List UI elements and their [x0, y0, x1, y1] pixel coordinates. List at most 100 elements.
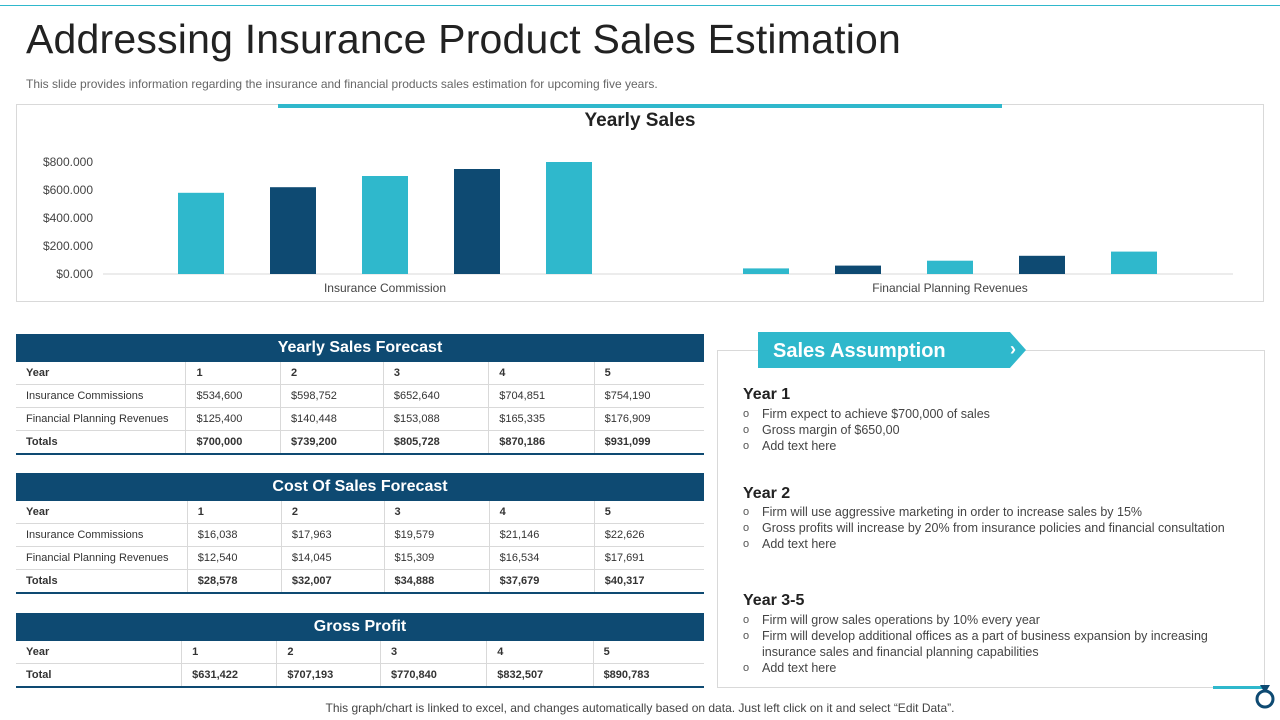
table-cell: 5	[593, 641, 704, 664]
year-heading: Year 3-5	[743, 592, 805, 609]
bar-financial-planning-revenues-1	[743, 268, 789, 274]
sales-assumption-tag	[758, 332, 1026, 368]
year-heading: Year 1	[743, 386, 791, 403]
table-cell: $534,600	[185, 384, 281, 408]
row-label: Totals	[16, 569, 188, 594]
table-cell: $832,507	[486, 663, 594, 688]
table-cell: $19,579	[384, 523, 490, 547]
x-tick-label: Financial Planning Revenues	[872, 281, 1027, 295]
row-label: Insurance Commissions	[16, 523, 188, 547]
logo-line	[1213, 686, 1265, 689]
bar-insurance-commission-5	[546, 162, 592, 274]
gross-profit-table: Gross Profit Year 1 2 3 4 5 Total $631,422 $707,…	[16, 613, 704, 688]
page-subtitle: This slide provides information regardin…	[26, 77, 658, 91]
table-cell: $22,626	[594, 523, 704, 547]
table-cell: $14,045	[281, 546, 385, 570]
table-cell: $707,193	[276, 663, 382, 688]
y-tick-label: $400.000	[43, 211, 93, 225]
table-cell: 3	[384, 501, 490, 524]
table-cell: 2	[276, 641, 382, 664]
row-label: Financial Planning Revenues	[16, 407, 187, 431]
table-title: Cost Of Sales Forecast	[16, 473, 704, 501]
table-cell: 4	[488, 362, 595, 385]
yearly-sales-forecast-table: Yearly Sales Forecast Year 1 2 3 4 5 Insurance…	[16, 334, 704, 455]
table-row: Financial Planning Revenues $125,400 $140,…	[16, 407, 704, 431]
table-cell: $805,728	[383, 430, 490, 455]
list-item: Add text here	[743, 438, 1263, 454]
table-cell: $15,309	[384, 546, 490, 570]
table-cell: $140,448	[280, 407, 384, 431]
table-cell: $652,640	[383, 384, 490, 408]
table-row: Totals $700,000 $739,200 $805,728 $870,186 $9…	[16, 430, 704, 455]
table-cell: 5	[594, 501, 704, 524]
table-cell: $125,400	[185, 407, 281, 431]
table-row: Insurance Commissions $16,038 $17,963 $19,5…	[16, 523, 704, 547]
table-cell: $12,540	[187, 546, 282, 570]
table-cell: $40,317	[594, 569, 704, 594]
y-tick-label: $200.000	[43, 239, 93, 253]
table-cell: $37,679	[489, 569, 595, 594]
table-cell: $176,909	[594, 407, 704, 431]
table-cell: $16,038	[187, 523, 282, 547]
yearly-sales-chart[interactable]: Yearly Sales $0.000 $200.000 $400.000 $600.0…	[16, 104, 1264, 302]
table-cell: $165,335	[488, 407, 595, 431]
table-row: Insurance Commissions $534,600 $598,752 $65…	[16, 384, 704, 408]
list-item: Gross margin of $650,00	[743, 422, 1263, 438]
year-points-list: Firm will use aggressive marketing in or…	[743, 504, 1263, 552]
list-item: Firm will develop additional offices as …	[743, 628, 1263, 660]
table-cell: $598,752	[280, 384, 384, 408]
chevron-right-icon: ›	[1010, 339, 1016, 359]
list-item: Firm will grow sales operations by 10% e…	[743, 612, 1263, 628]
y-tick-label: $600.000	[43, 183, 93, 197]
row-label: Total	[16, 663, 183, 688]
footer-note: This graph/chart is linked to excel, and…	[325, 701, 955, 715]
table-cell: $870,186	[488, 430, 595, 455]
bar-financial-planning-revenues-4	[1019, 255, 1065, 274]
table-cell: $890,783	[593, 663, 704, 688]
sales-assumption-title: Sales Assumption	[773, 340, 946, 362]
year-points-list: Firm will grow sales operations by 10% e…	[743, 612, 1263, 676]
y-tick-label: $0.000	[56, 267, 93, 281]
table-cell: $700,000	[185, 430, 281, 455]
list-item: Firm expect to achieve $700,000 of sales	[743, 406, 1263, 422]
table-cell: $739,200	[280, 430, 384, 455]
table-cell: $153,088	[383, 407, 490, 431]
table-row: Year 1 2 3 4 5	[16, 362, 704, 385]
table-cell: 5	[594, 362, 704, 385]
table-cell: $931,099	[594, 430, 704, 455]
bar-insurance-commission-2	[270, 187, 316, 274]
x-tick-label: Insurance Commission	[324, 281, 446, 295]
table-cell: 4	[489, 501, 595, 524]
list-item: Firm will use aggressive marketing in or…	[743, 504, 1263, 520]
bar-financial-planning-revenues-3	[927, 260, 973, 274]
table-cell: $754,190	[594, 384, 704, 408]
table-cell: $16,534	[489, 546, 595, 570]
page-title: Addressing Insurance Product Sales Estim…	[26, 16, 902, 62]
table-cell: 3	[380, 641, 488, 664]
table-cell: $32,007	[281, 569, 385, 594]
table-cell: 4	[486, 641, 594, 664]
table-cell: 2	[280, 362, 384, 385]
table-row: Year 1 2 3 4 5	[16, 641, 704, 664]
table-cell: $770,840	[380, 663, 488, 688]
chart-title: Yearly Sales	[585, 110, 696, 131]
table-cell: $631,422	[181, 663, 278, 688]
chart-accent-bar	[278, 104, 1002, 108]
top-divider	[0, 5, 1280, 6]
row-label: Year	[16, 501, 188, 524]
row-label: Insurance Commissions	[16, 384, 187, 408]
row-label: Year	[16, 362, 187, 385]
bar-financial-planning-revenues-2	[835, 265, 881, 274]
table-cell: 1	[187, 501, 282, 524]
list-item: Add text here	[743, 536, 1263, 552]
bar-insurance-commission-3	[362, 176, 408, 274]
table-title: Yearly Sales Forecast	[16, 334, 704, 362]
table-cell: $17,963	[281, 523, 385, 547]
bar-insurance-commission-4	[454, 169, 500, 274]
row-label: Financial Planning Revenues	[16, 546, 188, 570]
table-cell: 3	[383, 362, 490, 385]
table-cell: 2	[281, 501, 385, 524]
table-title: Gross Profit	[16, 613, 704, 641]
year-points-list: Firm expect to achieve $700,000 of sales…	[743, 406, 1263, 454]
table-cell: $17,691	[594, 546, 704, 570]
